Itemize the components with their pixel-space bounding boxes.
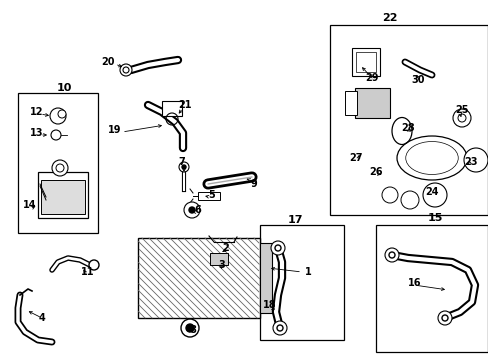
Text: 21: 21 [178, 100, 191, 110]
Circle shape [452, 109, 470, 127]
Circle shape [270, 241, 285, 255]
Text: 14: 14 [23, 200, 37, 210]
Ellipse shape [396, 136, 466, 180]
Text: 30: 30 [410, 75, 424, 85]
Text: 26: 26 [368, 167, 382, 177]
Bar [375, 225, 487, 352]
Text: 5: 5 [208, 190, 215, 200]
Bar [138, 238, 260, 318]
Circle shape [422, 183, 446, 207]
Bar [260, 243, 271, 313]
Text: 19: 19 [108, 125, 122, 135]
Text: 29: 29 [365, 73, 378, 83]
Bar [354, 88, 389, 118]
Circle shape [384, 248, 398, 262]
Text: 17: 17 [286, 215, 302, 225]
Circle shape [89, 260, 99, 270]
Text: 2: 2 [222, 243, 229, 253]
Text: 15: 15 [427, 213, 442, 223]
Text: 18: 18 [263, 300, 276, 310]
Text: 12: 12 [30, 107, 43, 117]
Text: 4: 4 [39, 313, 45, 323]
Text: 3: 3 [218, 260, 225, 270]
Circle shape [179, 162, 189, 172]
Circle shape [120, 64, 132, 76]
Bar [209, 253, 227, 265]
Bar [329, 25, 487, 215]
Circle shape [189, 207, 195, 213]
Text: 9: 9 [250, 179, 257, 189]
Circle shape [463, 148, 487, 172]
Text: 7: 7 [178, 157, 185, 167]
Circle shape [272, 321, 286, 335]
Bar [41, 180, 85, 214]
Bar [345, 91, 356, 115]
Text: 22: 22 [382, 13, 397, 23]
Text: 25: 25 [454, 105, 468, 115]
Circle shape [185, 324, 194, 332]
Text: 20: 20 [101, 57, 115, 67]
Bar [38, 172, 88, 218]
Text: 6: 6 [194, 205, 201, 215]
Text: 23: 23 [463, 157, 477, 167]
Bar [198, 192, 220, 200]
Circle shape [181, 319, 199, 337]
Bar [18, 93, 98, 233]
Text: 16: 16 [407, 278, 421, 288]
Text: 24: 24 [425, 187, 438, 197]
Circle shape [58, 110, 66, 118]
Text: 10: 10 [56, 83, 72, 93]
Circle shape [183, 202, 200, 218]
Text: 13: 13 [30, 128, 43, 138]
Text: 11: 11 [81, 267, 95, 277]
Text: 28: 28 [400, 123, 414, 133]
Text: 27: 27 [348, 153, 362, 163]
Bar [351, 48, 379, 76]
Bar [355, 52, 375, 72]
Circle shape [52, 160, 68, 176]
Bar [162, 101, 182, 116]
Text: 8: 8 [189, 325, 196, 335]
Circle shape [437, 311, 451, 325]
Circle shape [182, 165, 185, 169]
Circle shape [50, 108, 66, 124]
Bar [260, 225, 343, 340]
Text: 1: 1 [304, 267, 311, 277]
